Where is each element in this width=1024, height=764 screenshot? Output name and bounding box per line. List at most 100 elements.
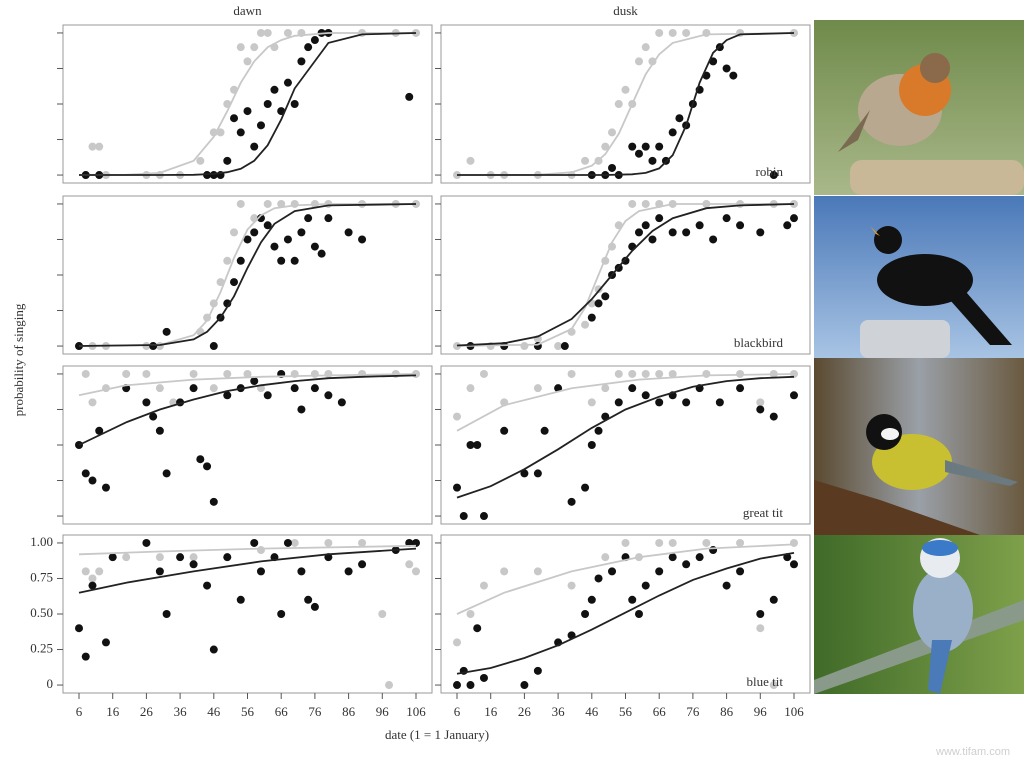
x-tick-label: 96 (754, 704, 768, 719)
x-tick-label: 86 (720, 704, 734, 719)
x-tick-label: 36 (174, 704, 188, 719)
x-tick-label: 6 (454, 704, 461, 719)
point (466, 384, 475, 393)
point (250, 142, 259, 151)
point (358, 560, 367, 569)
point (668, 28, 677, 37)
point (648, 57, 657, 66)
point (466, 441, 475, 449)
point (122, 369, 131, 378)
point (466, 681, 475, 690)
point (668, 553, 677, 562)
x-tick-label: 76 (308, 704, 322, 719)
point (223, 156, 232, 165)
point (236, 128, 245, 137)
point (223, 256, 232, 265)
fit-curve (78, 544, 417, 556)
point (223, 553, 232, 562)
point (142, 369, 151, 378)
point (715, 398, 724, 407)
point (655, 369, 664, 378)
point (101, 483, 110, 492)
point (789, 560, 798, 569)
point (682, 398, 691, 407)
x-tick-label: 26 (140, 704, 154, 719)
point (756, 398, 765, 407)
panel (440, 365, 811, 525)
point (324, 391, 333, 400)
point (344, 228, 353, 237)
point (695, 221, 704, 230)
point (554, 342, 563, 351)
point (230, 278, 239, 287)
point (655, 28, 664, 37)
point (702, 538, 711, 547)
point (203, 581, 212, 590)
point (628, 384, 637, 393)
fit-curve (78, 547, 417, 594)
point (324, 214, 333, 223)
point (95, 567, 104, 576)
point (250, 377, 259, 386)
point (608, 567, 617, 576)
point (466, 610, 475, 618)
point (344, 567, 353, 576)
y-tick-label: 0.75 (30, 569, 53, 584)
point (203, 462, 212, 471)
point (628, 199, 637, 208)
x-tick-label: 86 (342, 704, 356, 719)
x-tick-label: 76 (686, 704, 700, 719)
fit-curve (78, 374, 417, 446)
point (641, 221, 650, 230)
point (473, 624, 482, 633)
point (209, 384, 218, 393)
species-label: robin (756, 164, 784, 179)
point (155, 567, 164, 576)
point (500, 567, 509, 576)
point (601, 142, 610, 151)
point (655, 398, 664, 407)
point (209, 342, 218, 351)
point (567, 369, 576, 378)
point (88, 581, 97, 590)
point (479, 581, 488, 590)
fit-curve (456, 203, 794, 347)
point (722, 214, 731, 223)
point (149, 342, 158, 351)
point (337, 398, 346, 407)
point (769, 595, 778, 604)
point (108, 553, 117, 562)
point (479, 369, 488, 378)
photo-blackbird (814, 196, 1024, 358)
point (533, 469, 542, 478)
point (290, 100, 299, 108)
point (101, 638, 110, 647)
point (655, 142, 664, 151)
point (290, 256, 299, 265)
point (88, 476, 97, 485)
point (756, 624, 765, 633)
fit-curve (78, 203, 416, 347)
y-tick-label: 1.00 (30, 534, 53, 549)
x-tick-label: 6 (76, 704, 83, 719)
point (459, 512, 468, 521)
point (290, 384, 299, 393)
point (385, 681, 394, 690)
point (668, 369, 677, 378)
point (310, 36, 319, 45)
point (155, 384, 164, 393)
point (789, 391, 798, 400)
point (324, 369, 333, 378)
point (601, 384, 610, 393)
point (236, 256, 245, 265)
point (533, 567, 542, 576)
point (789, 538, 798, 547)
x-tick-label: 46 (207, 704, 221, 719)
point (581, 610, 590, 618)
point (453, 483, 462, 492)
point (189, 384, 198, 393)
point (655, 538, 664, 547)
point (560, 342, 569, 351)
point (358, 538, 367, 547)
photo-robin (814, 20, 1024, 195)
